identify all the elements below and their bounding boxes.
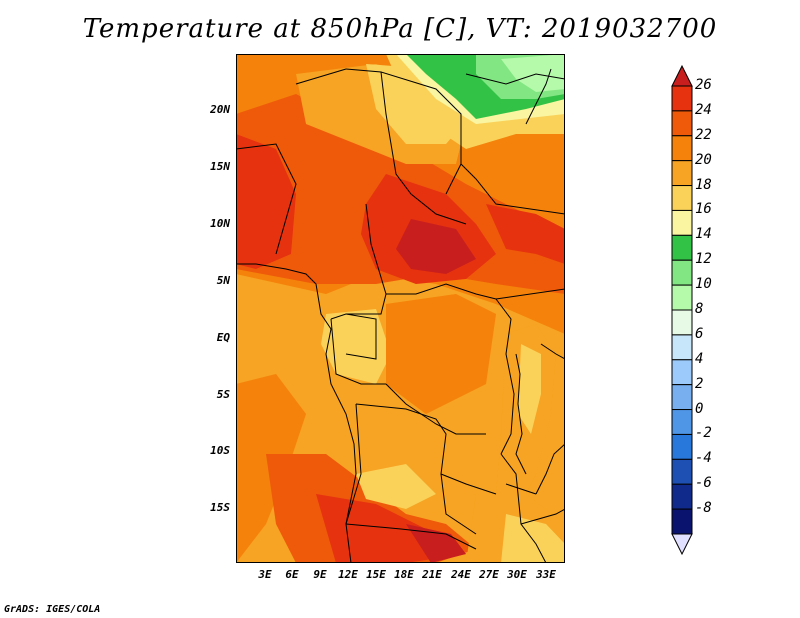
colorbar-swatch (671, 160, 693, 187)
colorbar-label: 8 (695, 301, 704, 317)
colorbar-label: 22 (695, 126, 712, 143)
colorbar-swatch (671, 110, 693, 137)
colorbar-swatch (671, 458, 693, 485)
lat-label-20n: 20N (210, 103, 230, 116)
colorbar-label: -2 (695, 425, 712, 442)
colorbar-label: 26 (695, 77, 712, 93)
colorbar-label: 24 (695, 101, 712, 118)
colorbar-swatch (671, 209, 693, 236)
colorbar-label: 18 (695, 176, 712, 193)
lon-label-33e: 33E (536, 568, 556, 581)
field-east-red (486, 204, 565, 264)
lon-label-27e: 27E (479, 568, 499, 581)
colorbar-bottom-arrow (671, 533, 693, 556)
colorbar-swatch (671, 508, 693, 535)
colorbar-label: 4 (695, 350, 704, 367)
colorbar-label: 6 (695, 325, 704, 342)
lon-label-15e: 15E (366, 568, 386, 581)
colorbar-label: 2 (695, 375, 704, 392)
lon-label-18e: 18E (394, 568, 414, 581)
colorbar-swatch (671, 309, 693, 336)
colorbar-swatch (671, 359, 693, 386)
field-zambia-yellow (356, 464, 436, 509)
map-canvas (236, 54, 565, 563)
lon-label-24e: 24E (451, 568, 471, 581)
lat-label-15s: 15S (210, 501, 230, 514)
coastline (236, 68, 565, 563)
lat-label-5n: 5N (216, 274, 230, 287)
colorbar-swatch (671, 284, 693, 311)
colorbar-label: 0 (695, 400, 704, 417)
colorbar-label: -6 (695, 475, 712, 492)
lat-label-10s: 10S (210, 444, 230, 457)
colorbar-swatch (671, 334, 693, 361)
colorbar-label: 20 (695, 151, 712, 168)
lon-label-9e: 9E (313, 568, 327, 581)
map-frame (236, 54, 565, 563)
colorbar-swatch (671, 259, 693, 286)
temperature-map (236, 54, 565, 563)
colorbar-swatch (671, 384, 693, 411)
colorbar-swatch (671, 135, 693, 162)
colorbar-top-arrow (671, 64, 693, 87)
field-basin (386, 294, 496, 414)
colorbar-label: -8 (695, 500, 712, 517)
colorbar-swatch (671, 85, 693, 112)
colorbar-swatch (671, 185, 693, 211)
field-se-yellow (501, 514, 565, 563)
lon-label-12e: 12E (338, 568, 358, 581)
lon-label-30e: 30E (507, 568, 527, 581)
lat-label-eq: EQ (216, 331, 230, 344)
lon-label-6e: 6E (285, 568, 299, 581)
colorbar-swatch (671, 483, 693, 510)
colorbar-label: 10 (695, 276, 712, 293)
country-borders (236, 68, 565, 563)
colorbar-label: 14 (695, 226, 712, 243)
lon-label-3e: 3E (258, 568, 272, 581)
colorbar-label: -4 (695, 450, 712, 467)
field-cool-palegreen (501, 54, 565, 92)
colorbar-label: 16 (695, 201, 712, 218)
colorbar-swatch (671, 234, 693, 261)
map-title: Temperature at 850hPa [C], VT: 201903270… (82, 14, 718, 44)
lat-label-5s: 5S (216, 388, 230, 401)
field-gabon-yellow (321, 309, 391, 384)
field-south-deep (406, 524, 466, 563)
field-highlands-pale (518, 344, 541, 434)
lat-label-10n: 10N (210, 217, 230, 230)
field-central-deep (396, 219, 476, 274)
footer-credit: GrADS: IGES/COLA (4, 604, 101, 615)
colorbar-swatch (671, 409, 693, 435)
colorbar-swatch (671, 433, 693, 460)
lon-label-21e: 21E (422, 568, 442, 581)
colorbar (671, 64, 693, 556)
lat-label-15n: 15N (210, 160, 230, 173)
colorbar-label: 12 (695, 251, 712, 268)
